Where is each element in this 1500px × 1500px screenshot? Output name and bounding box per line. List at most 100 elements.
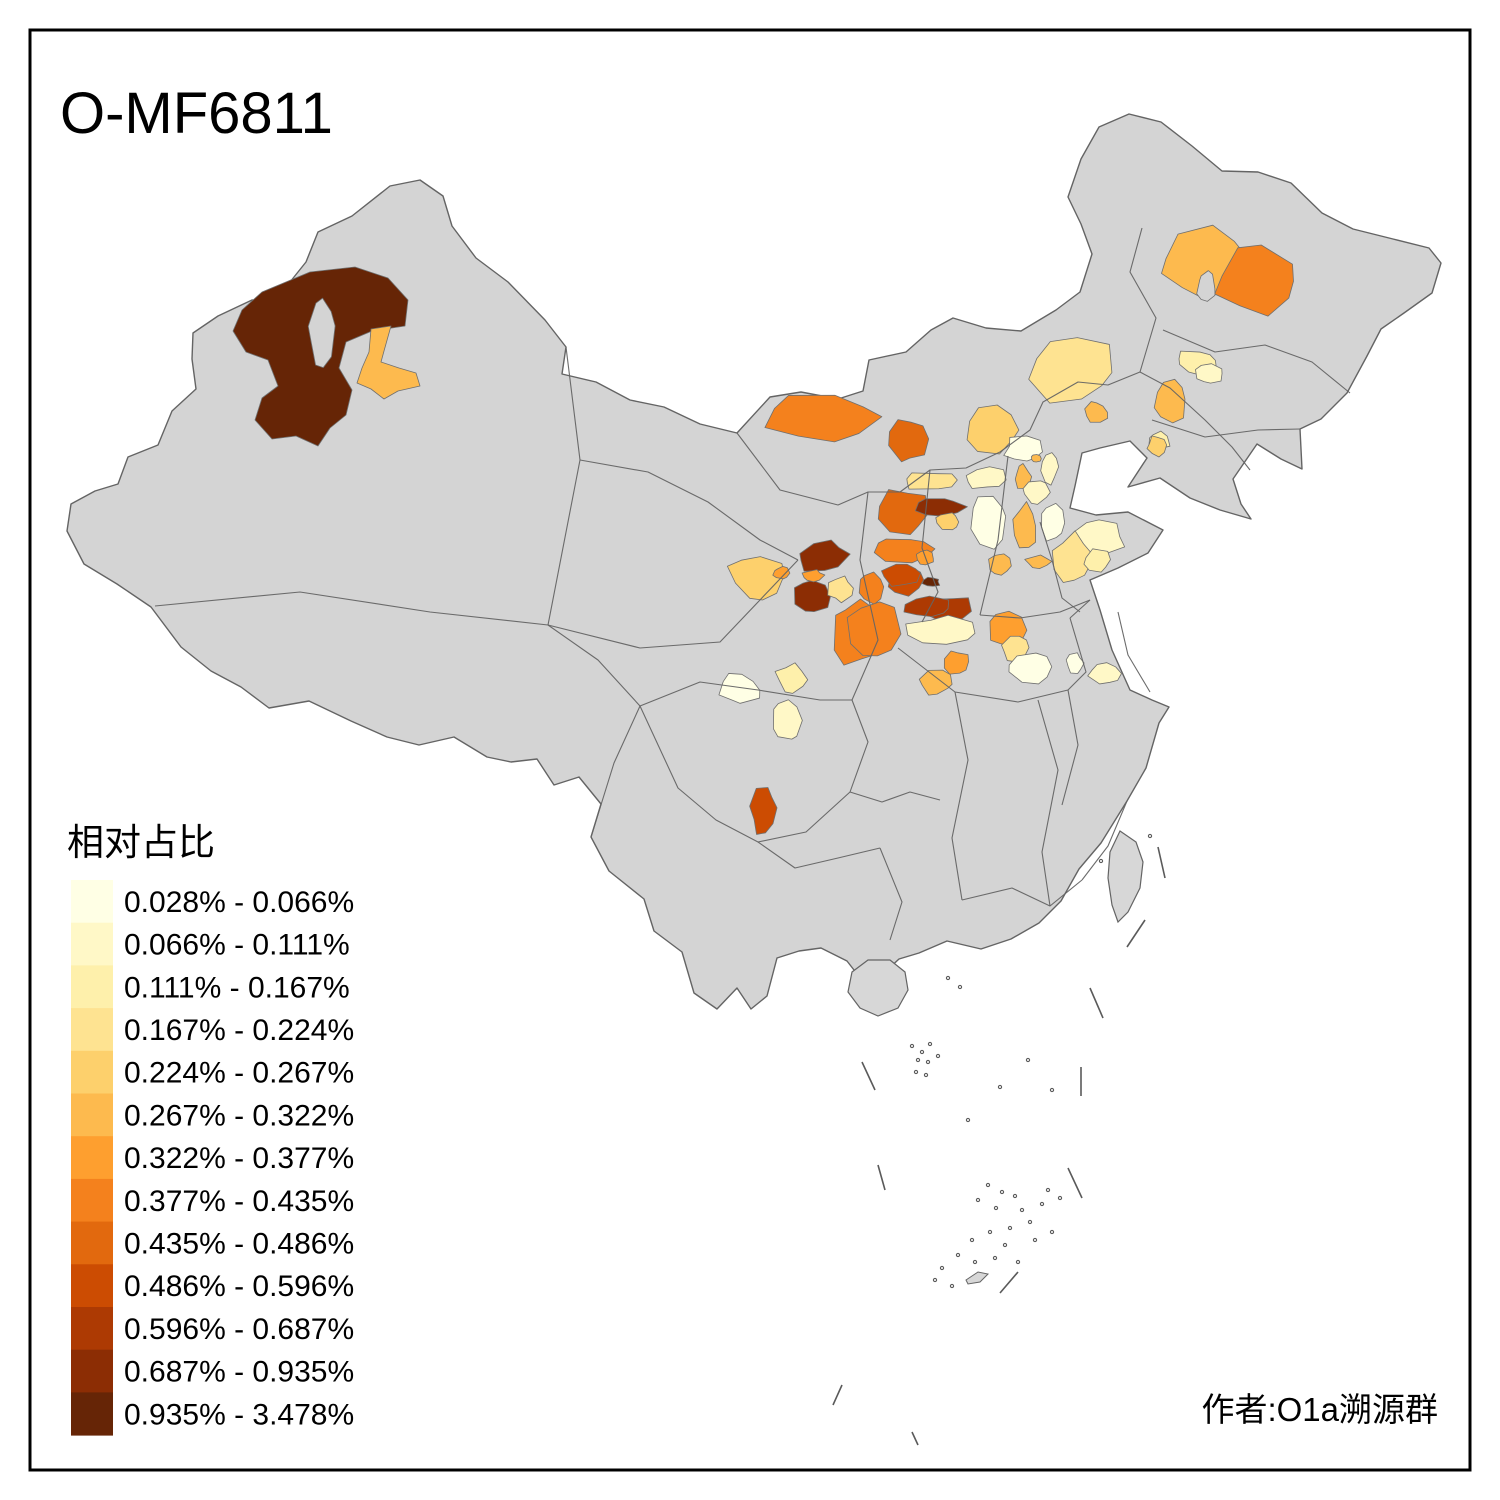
islet-dot [997,1084,1003,1090]
legend-swatch-7 [71,1136,113,1180]
boundary-dash [1126,919,1146,948]
map-region-henan-east-cream [1008,652,1053,685]
legend-label-8: 0.377% - 0.435% [124,1185,354,1218]
legend-label-1: 0.028% - 0.066% [124,886,354,919]
map-region-shandong-south [1083,548,1111,573]
islet-dot [972,1259,978,1265]
islet-dot [1098,858,1104,864]
map-region-shanxi-datong [965,466,1007,489]
islet-dot [923,1072,929,1078]
province-border-15 [1039,521,1081,613]
page-title: O-MF6811 [60,81,333,146]
islet-dot [1045,1187,1051,1193]
map-region-southwest-dark [749,787,778,835]
map-region-shaanxi-weinan [903,595,950,618]
islet-dot [1002,1242,1008,1248]
map-region-northeast-enclave [1196,270,1216,302]
map-region-gansu-pingliang [858,571,885,605]
map-region-henan-pingdingshan [943,650,969,675]
province-border-26 [1069,599,1091,619]
islet-dot [987,1229,993,1235]
islet-dot [913,1069,919,1075]
province-border-22 [961,879,1083,907]
map-region-shaanxi-yanan [877,489,928,535]
boundary-dash [1067,1167,1083,1199]
islet-dot [955,1252,961,1258]
legend-swatch-1 [71,880,113,924]
province-border-13 [851,491,879,701]
islet-dot [985,1182,991,1188]
map-region-shijiazhuang-diagonal [1012,501,1036,549]
islet-dot [1012,1193,1018,1199]
legend-label-3: 0.111% - 0.167% [124,971,350,1004]
province-border-25 [1117,611,1151,693]
province-border-14 [897,647,1069,703]
legend-label-9: 0.435% - 0.486% [124,1227,354,1260]
province-border-27 [1081,800,1128,881]
islet-dot [1015,1259,1021,1265]
islet-dot [909,1043,915,1049]
map-region-hebei-south-small [1024,554,1053,569]
map-region-gansu-qingyang [881,563,922,587]
islet-dot [992,1255,998,1261]
islet-dot [925,1059,931,1065]
islet-dot [932,1277,938,1283]
islet-dot [1057,1195,1063,1201]
islet-dot [999,1189,1005,1195]
boundary-dash [832,1384,843,1406]
legend-label-10: 0.486% - 0.596% [124,1270,354,1303]
legend-label-2: 0.066% - 0.111% [124,929,350,962]
map-region-shanxi-center-cream [970,495,1007,550]
islet-dot [1032,1237,1038,1243]
map-region-shanxi-southeast [988,553,1012,576]
south-china-sea-islets [832,833,1166,1446]
legend-swatch-2 [71,922,113,966]
province-border-12 [979,599,1091,619]
legend-swatch-12 [71,1349,113,1393]
map-region-jiangsu-north-cream [1065,652,1085,674]
author-credit: 作者:O1a溯源群 [1201,1391,1438,1428]
small-island [965,1271,990,1285]
islet-dot [1147,833,1153,839]
legend-swatch-10 [71,1264,113,1308]
map-region-beijing-city [1031,454,1042,463]
province-border-11 [979,455,1009,616]
legend-swatch-11 [71,1307,113,1351]
province-border-24 [1067,617,1087,691]
legend-label-13: 0.935% - 3.478% [124,1398,354,1431]
province-borders [154,227,1351,941]
province-border-18 [849,791,941,803]
legend-swatch-3 [71,965,113,1009]
province-border-21 [951,691,969,901]
map-region-shanxi-fen [935,512,960,531]
islet-dot [1007,1225,1013,1231]
map-region-gansu-lanzhou [799,539,851,572]
boundary-dash [877,1164,886,1191]
china-map [66,113,1442,1446]
province-border-9 [1151,419,1301,438]
map-region-hebei-cream-2 [1041,502,1066,542]
hainan-island [847,959,909,1017]
islet-dot [957,984,963,990]
map-region-northeast-2 [1214,244,1294,317]
islet-dot [1039,1201,1045,1207]
map-region-gansu-yellow [827,575,854,604]
province-border-7 [1129,227,1157,373]
map-region-northeast-5 [1153,378,1186,424]
province-border-10 [921,469,939,623]
islet-dot [965,1117,971,1123]
map-region-shaanxi-north [888,419,930,463]
map-region-shandong-west-yellow [1051,530,1095,583]
boundary-dash [999,1271,1019,1294]
map-region-shanxi-north-yellow [906,472,958,490]
taiwan-island [1107,830,1144,924]
province-border-23 [1037,699,1059,907]
boundary-dash [1157,846,1166,879]
map-region-jiangsu-cream [1087,662,1122,685]
province-border-20 [879,847,903,941]
map-region-gansu-small-1 [772,565,791,580]
islet-dot [915,1057,921,1063]
map-region-innermongolia-west-band [764,394,883,443]
